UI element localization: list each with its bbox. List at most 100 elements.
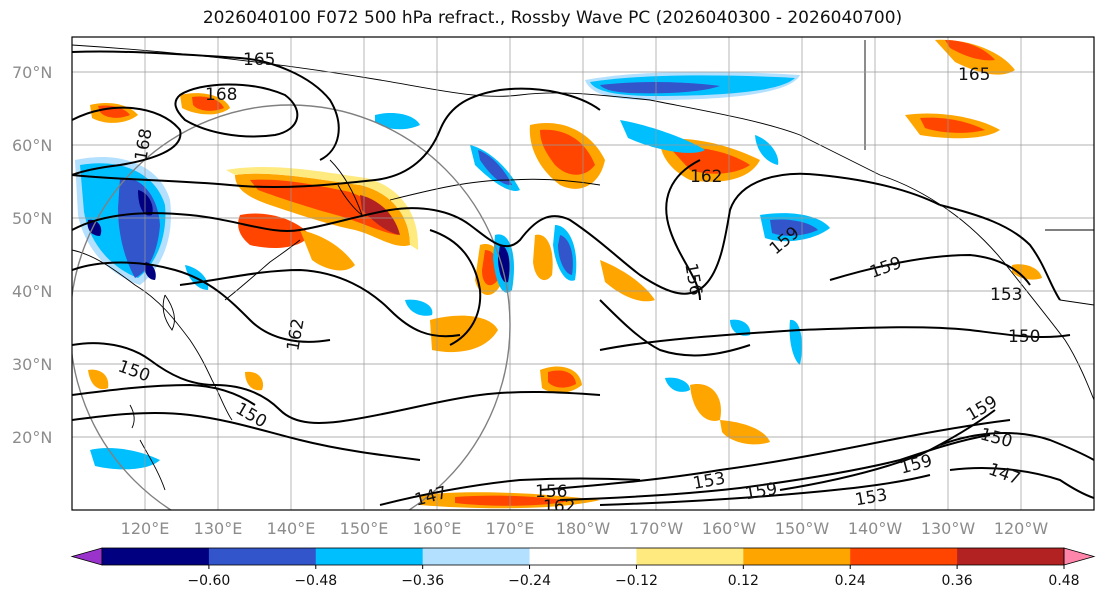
longitude-labels: 120°E 130°E 140°E 150°E 160°E 170°E 180°… — [121, 519, 1049, 538]
shade-orange-sub3 — [720, 420, 770, 445]
latitude-labels: 70°N 60°N 50°N 40°N 30°N 20°N — [12, 63, 52, 447]
shade-orange-japan — [300, 230, 355, 271]
shade-blue-central2 — [558, 235, 573, 275]
colorbar-left-arrow — [70, 547, 103, 566]
shade-cyan-nw — [375, 113, 420, 130]
map-title: 2026040100 F072 500 hPa refract., Rossby… — [202, 8, 903, 28]
colorbar-segment — [636, 548, 744, 565]
contour-150-west — [72, 342, 601, 424]
shade-navy-west2 — [144, 262, 156, 280]
shade-darkred-core — [360, 195, 400, 235]
colorbar-tick-label: −0.12 — [615, 573, 658, 589]
shade-cyan-sub1 — [730, 319, 751, 336]
colorbar-tick-label: −0.24 — [508, 573, 551, 589]
colorbar-tick-label: 0.36 — [942, 573, 973, 589]
shade-red-arctic — [945, 40, 995, 61]
contour-159-se — [779, 409, 996, 491]
coast-taiwan — [129, 404, 135, 429]
lon-label: 140°W — [848, 519, 903, 538]
shade-yellow-edges1 — [226, 167, 419, 250]
lon-label: 140°E — [267, 519, 316, 538]
shade-cyan-ne — [755, 135, 779, 165]
contour-label: 153 — [853, 485, 888, 510]
shade-blue-ak1 — [478, 150, 512, 186]
colorbar-segment — [422, 548, 531, 565]
coast-korea — [162, 294, 175, 331]
lat-label: 40°N — [12, 282, 52, 301]
shade-red-bering — [540, 129, 595, 175]
contour-150-east — [599, 326, 1071, 351]
colorbar-segment — [743, 548, 851, 565]
gridlines — [72, 37, 1094, 510]
coast-asia-east — [72, 249, 233, 421]
coast-border3 — [1059, 299, 1094, 306]
map-frame — [71, 36, 1095, 511]
lat-label: 70°N — [12, 63, 52, 82]
colorbar-segment — [102, 548, 210, 565]
shade-cyan-sw — [90, 448, 160, 470]
contour-153-south — [559, 434, 991, 501]
lon-label: 130°W — [921, 519, 976, 538]
contour-label: 150 — [1008, 327, 1040, 347]
shade-orange-w3 — [88, 369, 109, 390]
shade-red-alaska — [670, 147, 750, 174]
contour-150-south — [539, 419, 1011, 491]
shade-cyan-sub3 — [665, 377, 690, 392]
contour-168-ring — [174, 83, 299, 138]
shade-orange-central2 — [533, 234, 553, 281]
coast-siberia-north — [72, 44, 521, 97]
contour-label: 168 — [205, 85, 237, 105]
contour-156 — [665, 159, 701, 301]
lon-label: 150°W — [775, 519, 830, 538]
shade-orange-w4 — [245, 371, 264, 391]
coast-philippines — [139, 439, 166, 491]
contour-mid1 — [179, 268, 461, 338]
lat-label: 30°N — [12, 355, 52, 374]
colorbar-tick-label: −0.60 — [187, 573, 230, 589]
lat-label: 60°N — [12, 136, 52, 155]
contour-label: 165 — [958, 65, 990, 85]
coast-alaska — [519, 92, 881, 176]
colorbar-tick-label: 0.12 — [728, 573, 759, 589]
shade-blue-gulf — [770, 219, 818, 236]
colorbar-right-arrow — [1063, 547, 1096, 566]
lon-label: 120°W — [994, 519, 1049, 538]
shade-blue-arctic — [600, 82, 720, 94]
contour-label: 162 — [690, 167, 722, 187]
contour-147-west — [72, 411, 421, 461]
shade-cyan-sub4 — [405, 299, 433, 316]
shade-navy-central — [498, 245, 510, 283]
shade-orange-se — [1012, 264, 1042, 280]
colorbar-segment — [315, 548, 424, 565]
shade-red-nepac — [920, 117, 985, 133]
lon-label: 130°E — [194, 519, 243, 538]
contour-mid2 — [72, 383, 256, 406]
contour-159-main — [72, 172, 941, 295]
coast-namerica-west — [879, 174, 1094, 401]
colorbar-frame — [101, 547, 1065, 566]
lon-label: 180°W — [556, 519, 611, 538]
shade-deepred-nwpacific — [250, 179, 398, 235]
colorbar-tick-label: −0.48 — [294, 573, 337, 589]
shade-red-w2 — [192, 96, 224, 111]
contour-147-south — [379, 477, 641, 506]
contour-label: 162 — [543, 497, 575, 517]
lat-label: 50°N — [12, 209, 52, 228]
contour-165-north — [72, 50, 340, 161]
radius-circle — [72, 104, 511, 510]
lon-label: 150°E — [340, 519, 389, 538]
lat-label: 20°N — [12, 428, 52, 447]
colorbar-segment — [957, 548, 1065, 565]
contour-153-east — [829, 253, 1031, 286]
contour-162 — [72, 87, 601, 189]
lon-label: 160°W — [702, 519, 757, 538]
contour-156-south — [599, 474, 931, 506]
colorbar-segment — [208, 548, 317, 565]
shade-red-sub1 — [548, 370, 576, 388]
contour-label: 156 — [535, 482, 567, 502]
contour-mid4 — [599, 299, 751, 357]
shade-red-trop — [455, 495, 570, 506]
colorbar-tick-label: 0.48 — [1048, 573, 1079, 589]
contour-label: 153 — [990, 285, 1022, 305]
